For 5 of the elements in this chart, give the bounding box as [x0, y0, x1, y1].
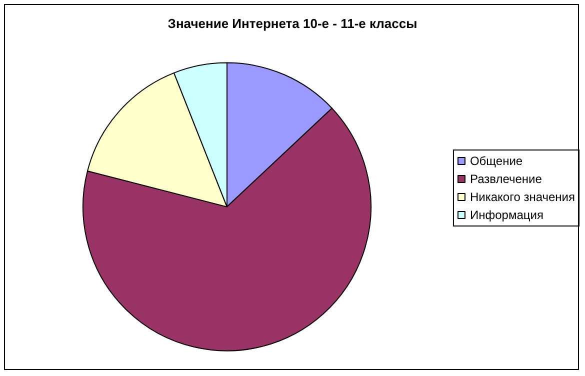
legend-label: Никакого значения: [470, 190, 575, 204]
legend-label: Общение: [470, 154, 523, 168]
legend-label: Развлечение: [470, 172, 542, 186]
legend-label: Информация: [470, 208, 544, 222]
chart-title: Значение Интернета 10-е - 11-е классы: [168, 16, 418, 31]
